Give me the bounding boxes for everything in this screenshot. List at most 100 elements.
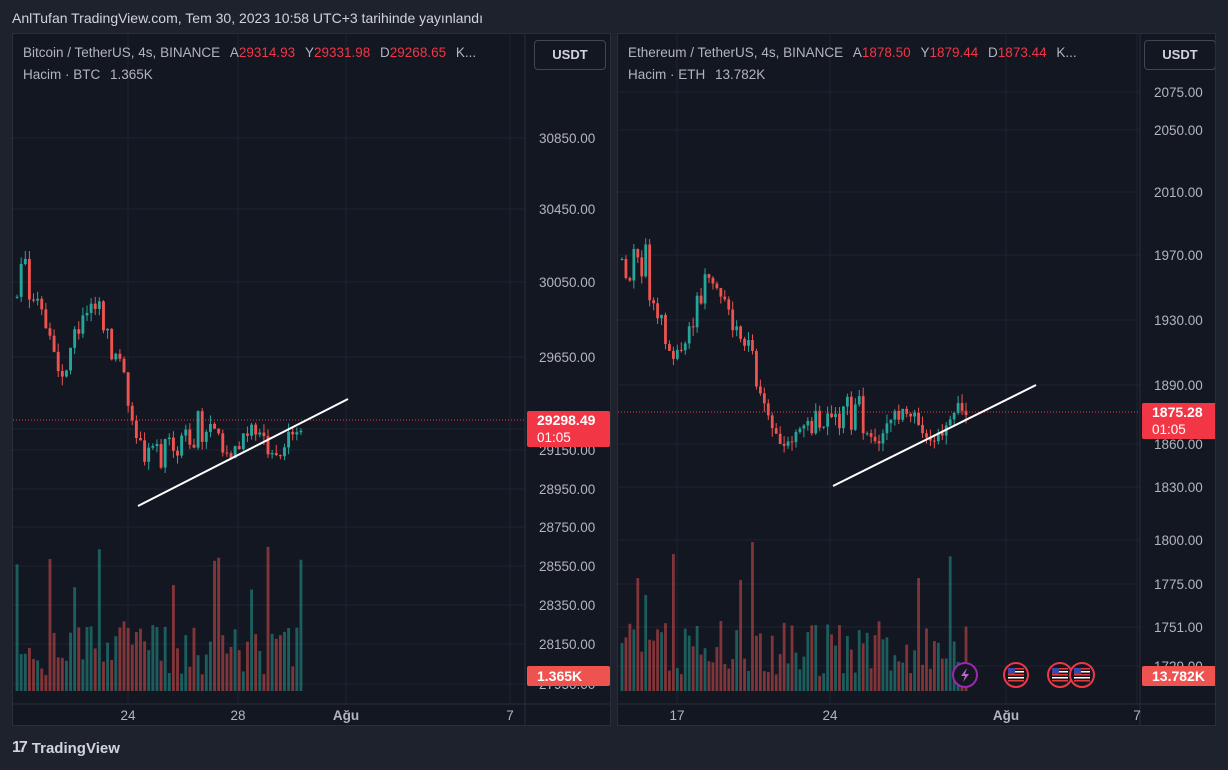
time-tick-label: 7: [1133, 708, 1141, 723]
volume-bar: [262, 674, 266, 691]
volume-bar: [81, 659, 85, 691]
last-price-label: 1875.28: [1152, 404, 1203, 420]
candle-body: [727, 299, 731, 310]
volume-bar: [913, 650, 916, 691]
volume-bar: [246, 641, 249, 691]
candle-body: [940, 432, 944, 436]
volume-bar: [274, 638, 278, 691]
volume-bar: [77, 627, 81, 691]
candle-body: [36, 298, 40, 301]
candle-body: [656, 303, 659, 319]
volume-value: 1.365K: [110, 67, 153, 82]
volume-bar: [751, 542, 754, 691]
currency-button[interactable]: USDT: [534, 40, 606, 70]
candle-body: [147, 447, 151, 462]
bitcoin-chart-canvas[interactable]: 30850.0030450.0030050.0029650.0029250.00…: [13, 34, 611, 726]
candle-body: [93, 303, 97, 309]
candle-body: [664, 314, 667, 345]
candle-body: [200, 411, 204, 442]
volume-bar: [715, 647, 719, 691]
volume-bar: [893, 655, 897, 691]
volume-bar: [936, 642, 940, 691]
candle-body: [798, 428, 802, 433]
candle-body: [295, 432, 299, 435]
candle-body: [278, 455, 282, 457]
candle-body: [636, 248, 640, 258]
volume-bar: [196, 655, 200, 691]
volume-bar: [814, 625, 818, 691]
time-tick-label: 28: [230, 708, 245, 723]
candle-body: [897, 410, 901, 420]
candle-body: [19, 263, 23, 297]
candle-body: [102, 301, 105, 331]
last-volume-label: 13.782K: [1152, 668, 1205, 684]
low-value: 1873.44: [997, 45, 1047, 60]
volume-label: Hacim · ETH: [628, 67, 706, 82]
price-tick-label: 1775.00: [1154, 577, 1203, 592]
candle-body: [299, 430, 303, 433]
candle-body: [735, 326, 739, 331]
volume-bar: [126, 627, 130, 691]
volume-bar: [695, 625, 699, 691]
volume-bar: [660, 632, 663, 691]
volume-bar: [60, 657, 64, 691]
countdown-label: 01:05: [1152, 422, 1186, 437]
candle-body: [184, 429, 188, 436]
volume-bar: [672, 554, 675, 691]
volume-bar: [798, 669, 802, 691]
ethereum-chart-canvas[interactable]: 2075.00 2050.00 2010.00 1970.00 1930.00 1890.…: [618, 34, 1216, 726]
ethereum-volume-legend: Hacim · ETH 13.782K: [628, 67, 765, 82]
brand-name: TradingView: [31, 739, 120, 757]
candle-body: [948, 419, 952, 426]
candle-body: [818, 410, 822, 428]
open-label: A: [229, 45, 239, 60]
candle-body: [114, 353, 118, 360]
candle-body: [846, 396, 849, 407]
volume-bar: [270, 633, 274, 691]
price-tick-label: 1830.00: [1154, 480, 1203, 495]
candle-body: [192, 444, 196, 448]
candle-body: [901, 408, 905, 420]
volume-bar: [849, 649, 853, 691]
candle-body: [632, 248, 636, 281]
candle-body: [964, 410, 968, 416]
volume-bar: [707, 661, 711, 691]
candle-body: [782, 443, 786, 446]
candle-body: [208, 423, 212, 432]
volume-bar: [192, 627, 196, 691]
candle-body: [648, 244, 652, 301]
ethereum-chart-panel[interactable]: 2075.00 2050.00 2010.00 1970.00 1930.00 1890.…: [617, 33, 1216, 726]
volume-bar: [865, 632, 869, 691]
price-tick-label: 28150.00: [539, 637, 595, 652]
candle-body: [624, 258, 628, 279]
volume-bar: [770, 635, 774, 691]
candle-body: [929, 437, 932, 441]
volume-bar: [69, 632, 72, 691]
volume-bar: [687, 635, 691, 691]
volume-bar: [735, 630, 739, 691]
candle-body: [762, 393, 766, 404]
tradingview-logo[interactable]: 17 TradingView: [12, 739, 120, 757]
volume-bar: [130, 644, 134, 691]
volume-bar: [846, 636, 849, 691]
us-flag-icon: [1069, 662, 1095, 688]
volume-value: 13.782K: [715, 67, 766, 82]
candle-body: [853, 404, 857, 430]
volume-bar: [822, 673, 826, 691]
volume-bar: [723, 664, 727, 691]
volume-bar: [250, 589, 254, 691]
volume-bar: [283, 631, 286, 691]
candle-body: [56, 351, 60, 372]
symbol-title: Bitcoin / TetherUS, 4s, BINANCE: [23, 45, 221, 60]
tv-logo-icon: 17: [12, 739, 28, 756]
bitcoin-chart-panel[interactable]: 30850.0030450.0030050.0029650.0029250.00…: [12, 33, 611, 726]
currency-button[interactable]: USDT: [1144, 40, 1215, 70]
volume-bar: [940, 658, 944, 691]
volume-bar: [675, 668, 679, 691]
candle-body: [731, 309, 735, 331]
candle-body: [842, 406, 845, 429]
volume-bar: [93, 648, 97, 691]
candle-body: [834, 413, 837, 418]
volume-bar: [139, 628, 142, 691]
candle-body: [652, 300, 655, 304]
